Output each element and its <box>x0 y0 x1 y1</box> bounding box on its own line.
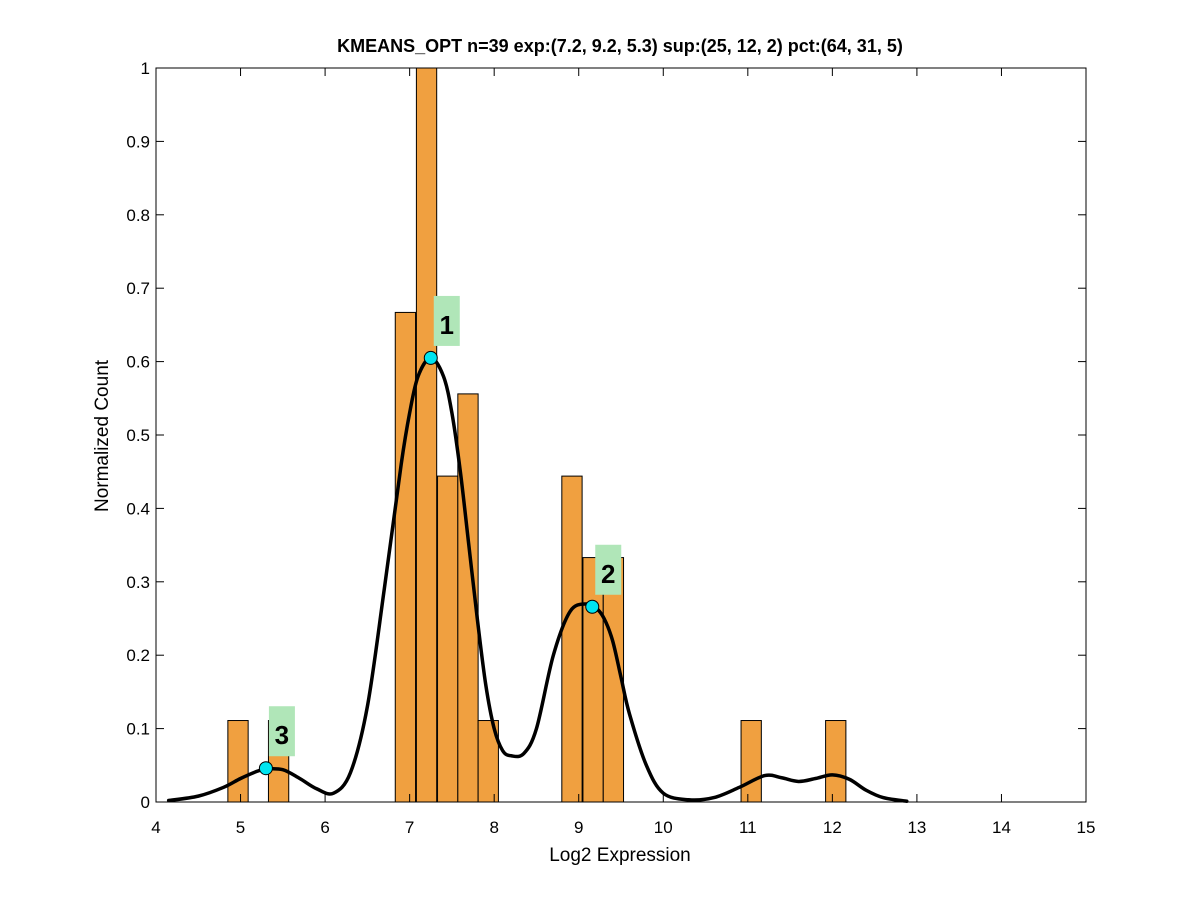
peak-label-background <box>595 544 622 595</box>
axes-layer: 4 5 6 7 8 9 10 11 12 13 14 1500.10.20.30.40.50.60.7… <box>126 59 1095 837</box>
y-tick-label: 1 <box>141 59 150 78</box>
bars-layer <box>227 67 847 803</box>
x-tick-label: 8 <box>489 818 498 837</box>
y-tick-label: 0.5 <box>126 426 150 445</box>
y-tick-label: 0.3 <box>126 573 150 592</box>
y-tick-label: 0 <box>141 793 150 812</box>
density-curve-line <box>166 356 909 804</box>
x-tick-label: 4 <box>151 818 160 837</box>
histogram-bar <box>415 67 438 803</box>
x-tick-label: 5 <box>236 818 245 837</box>
peak-label-background <box>268 706 295 757</box>
histogram-bar <box>394 311 417 803</box>
peak-label-1: 1 <box>440 310 454 340</box>
y-tick-label: 0.9 <box>126 132 150 151</box>
x-tick-label: 6 <box>320 818 329 837</box>
histogram-bar <box>825 720 847 803</box>
y-tick-label: 0.7 <box>126 279 150 298</box>
x-tick-label: 11 <box>739 818 757 837</box>
x-tick-label: 14 <box>992 818 1011 837</box>
peak-label-2: 2 <box>601 559 615 589</box>
peak-marker-3 <box>258 761 273 776</box>
x-tick-label: 7 <box>405 818 414 837</box>
x-tick-label: 9 <box>574 818 583 837</box>
peak-label-3: 3 <box>275 720 289 750</box>
curve-layer <box>166 356 909 804</box>
x-axis-label: Log2 Expression <box>549 845 691 866</box>
chart-title: KMEANS_OPT n=39 exp:(7.2, 9.2, 5.3) sup:… <box>337 36 903 56</box>
y-tick-label: 0.1 <box>126 720 150 739</box>
histogram-bar <box>437 475 459 803</box>
histogram-bar <box>227 720 249 803</box>
x-tick-label: 15 <box>1077 818 1096 837</box>
y-axis-label: Normalized Count <box>92 359 113 512</box>
histogram-bar <box>740 720 762 803</box>
peak-label-background <box>433 295 460 346</box>
peak-marker-2 <box>585 599 600 614</box>
histogram-bar <box>561 475 583 803</box>
y-tick-label: 0.2 <box>126 646 150 665</box>
y-tick-label: 0.8 <box>126 206 150 225</box>
peaks-layer: 1 2 3 <box>258 295 622 776</box>
y-tick-label: 0.6 <box>126 353 150 372</box>
y-tick-label: 0.4 <box>126 499 150 518</box>
x-tick-label: 10 <box>654 818 673 837</box>
x-tick-label: 12 <box>823 818 842 837</box>
peak-marker-1 <box>423 350 438 365</box>
x-tick-label: 13 <box>907 818 926 837</box>
